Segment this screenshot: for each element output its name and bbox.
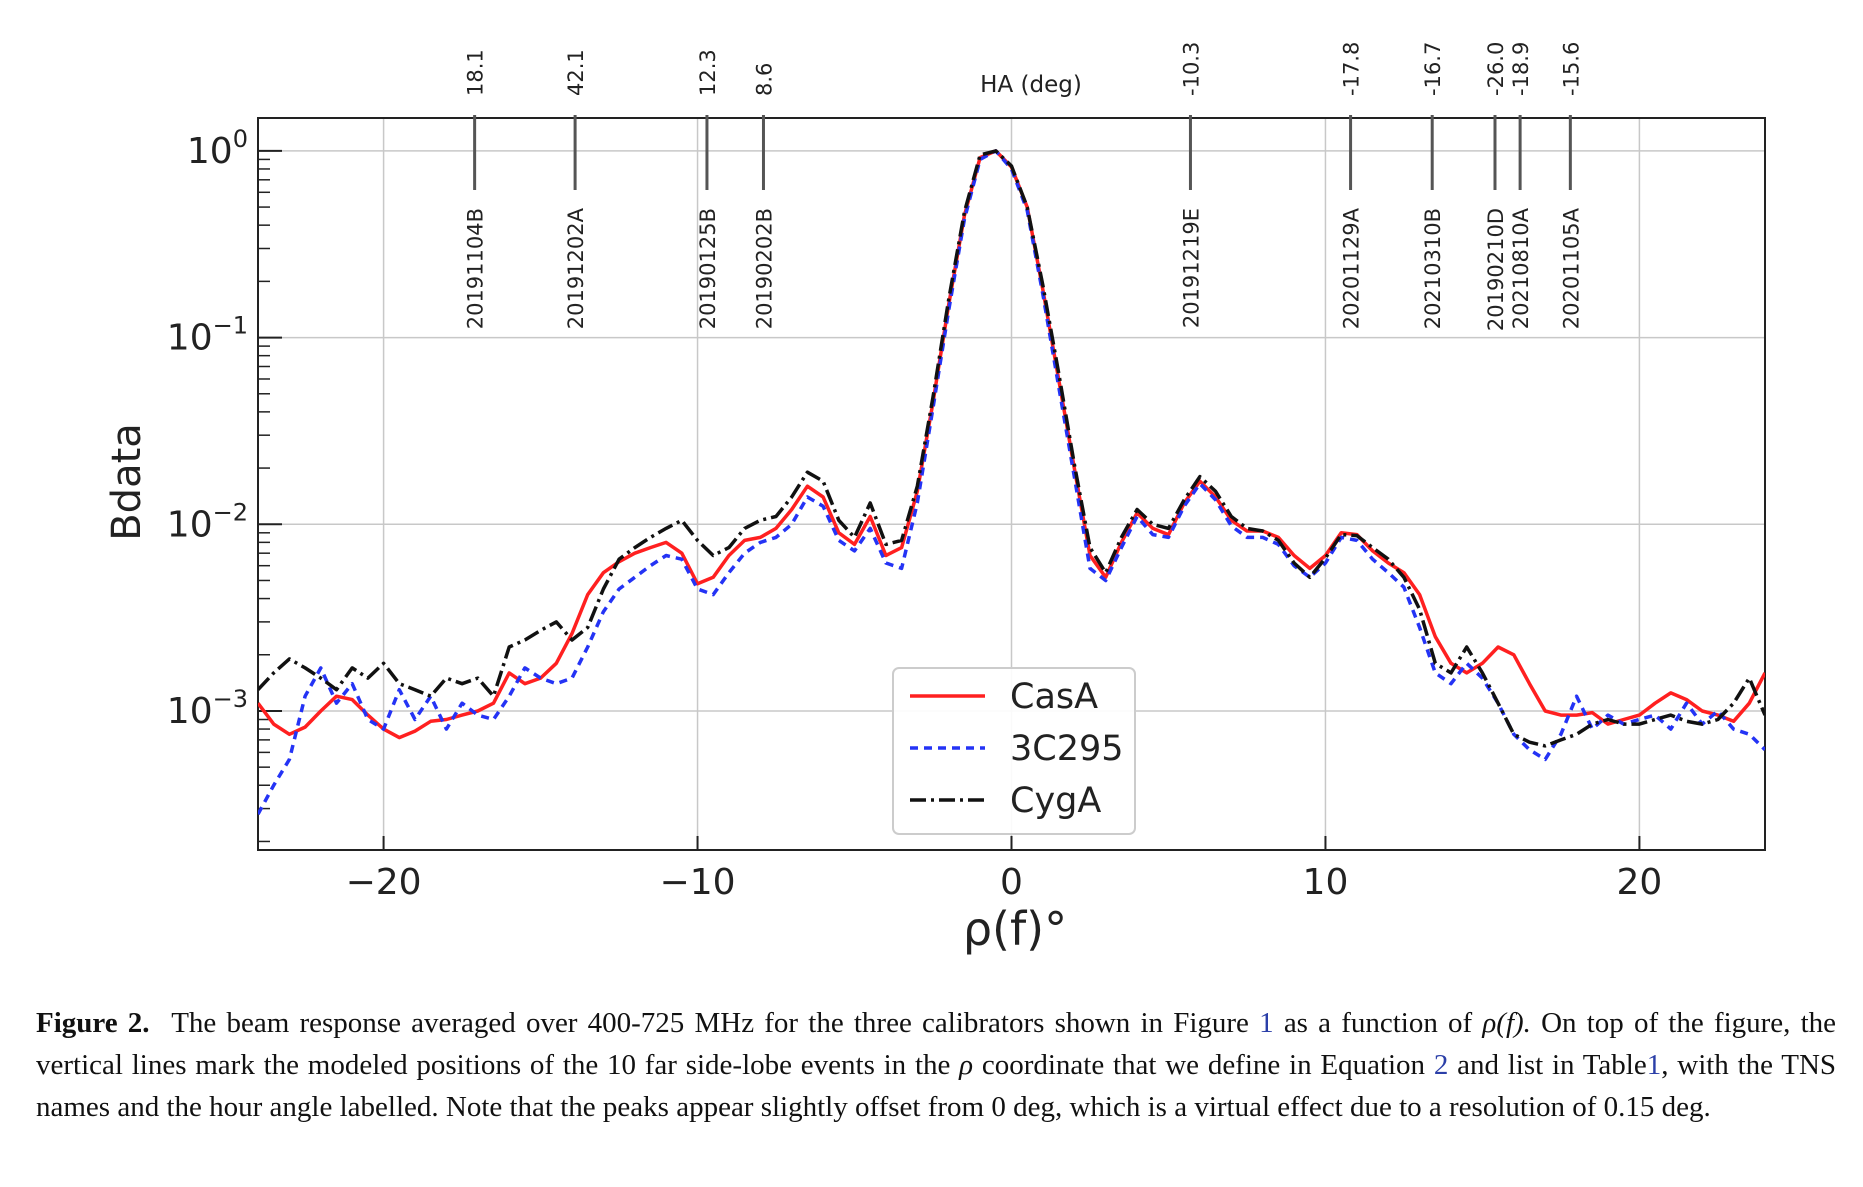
event-ha-label: 12.3 <box>696 49 720 96</box>
event-name-label: 20210310B <box>1421 208 1445 329</box>
event-ha-label: 8.6 <box>752 63 776 96</box>
y-tick-label: 100 <box>187 125 248 172</box>
figure-caption: Figure 2. The beam response averaged ove… <box>36 1002 1836 1128</box>
event-ha-label: -18.9 <box>1509 42 1533 96</box>
x-tick-label: −10 <box>660 862 736 903</box>
figure-ref-link[interactable]: 1 <box>1259 1007 1274 1039</box>
y-axis-title: Bdata <box>104 423 150 541</box>
event-ha-label: -16.7 <box>1421 42 1445 96</box>
caption-label: Figure 2. <box>36 1007 150 1039</box>
event-ha-label: -17.8 <box>1340 42 1364 96</box>
x-axis-title: ρ(f)° <box>963 902 1067 956</box>
legend-label: CasA <box>1010 677 1098 717</box>
x-tick-labels: −20 −10 0 10 20 <box>346 862 1663 903</box>
event-name-label: 20190210D <box>1484 208 1508 331</box>
event-ha-label: 18.1 <box>464 49 488 96</box>
event-ha-label: -26.0 <box>1484 42 1508 96</box>
y-tick-label: 10−2 <box>167 498 248 545</box>
event-ha-label: -10.3 <box>1179 42 1203 96</box>
top-axis-label: HA (deg) <box>980 72 1082 98</box>
legend: CasA 3C295 CygA <box>892 667 1136 835</box>
minor-ticks <box>258 149 1641 850</box>
caption-math-rho-f: ρ(f). <box>1482 1007 1531 1039</box>
x-tick-label: 0 <box>1000 862 1023 903</box>
beam-response-chart: 20191104B 18.1 20191202A 42.1 20190125B 12.3 2… <box>104 42 1766 956</box>
event-name-label: 20191104B <box>464 208 488 329</box>
event-name-label: 20210810A <box>1509 207 1533 329</box>
caption-text-5: and list in Table <box>1457 1049 1647 1081</box>
y-tick-label: 10−3 <box>167 685 248 732</box>
caption-text-3: On top of the figure, the vertical lines… <box>36 1007 1837 1081</box>
series-line-cyga <box>258 149 1765 748</box>
event-name-label: 20190125B <box>696 208 720 329</box>
x-tick-label: 20 <box>1617 862 1663 903</box>
event-ha-label: 42.1 <box>564 49 588 96</box>
event-name-label: 20191219E <box>1179 208 1203 328</box>
legend-box <box>892 667 1136 835</box>
event-ha-label: -15.6 <box>1559 42 1583 96</box>
caption-math-rho: ρ <box>959 1049 974 1081</box>
caption-text-6: , with the TNS names and the hour angle … <box>36 1049 1837 1123</box>
legend-label: 3C295 <box>1010 729 1124 769</box>
caption-text-2: as a function of <box>1283 1007 1473 1039</box>
legend-label: CygA <box>1010 781 1101 821</box>
event-name-label: 20201105A <box>1559 207 1583 329</box>
series-line-3c295 <box>258 149 1765 816</box>
table-ref-link[interactable]: 1 <box>1646 1049 1662 1081</box>
event-name-label: 20190202B <box>752 208 776 329</box>
caption-text-4: coordinate that we define in Equation <box>981 1049 1426 1081</box>
y-tick-label: 10−1 <box>167 312 248 359</box>
equation-ref-link[interactable]: 2 <box>1433 1049 1449 1081</box>
event-name-label: 20191202A <box>564 207 588 329</box>
x-tick-label: −20 <box>346 862 422 903</box>
event-markers: 20191104B 18.1 20191202A 42.1 20190125B 12.3 2… <box>464 42 1584 331</box>
series-lines <box>258 149 1765 816</box>
beam-response-figure: 20191104B 18.1 20191202A 42.1 20190125B 12.3 2… <box>104 42 1766 956</box>
event-name-label: 20201129A <box>1340 207 1364 329</box>
x-tick-label: 10 <box>1303 862 1349 903</box>
y-tick-labels: 100 10−1 10−2 10−3 <box>167 125 248 732</box>
caption-text-1: The beam response averaged over 400-725 … <box>171 1007 1249 1039</box>
